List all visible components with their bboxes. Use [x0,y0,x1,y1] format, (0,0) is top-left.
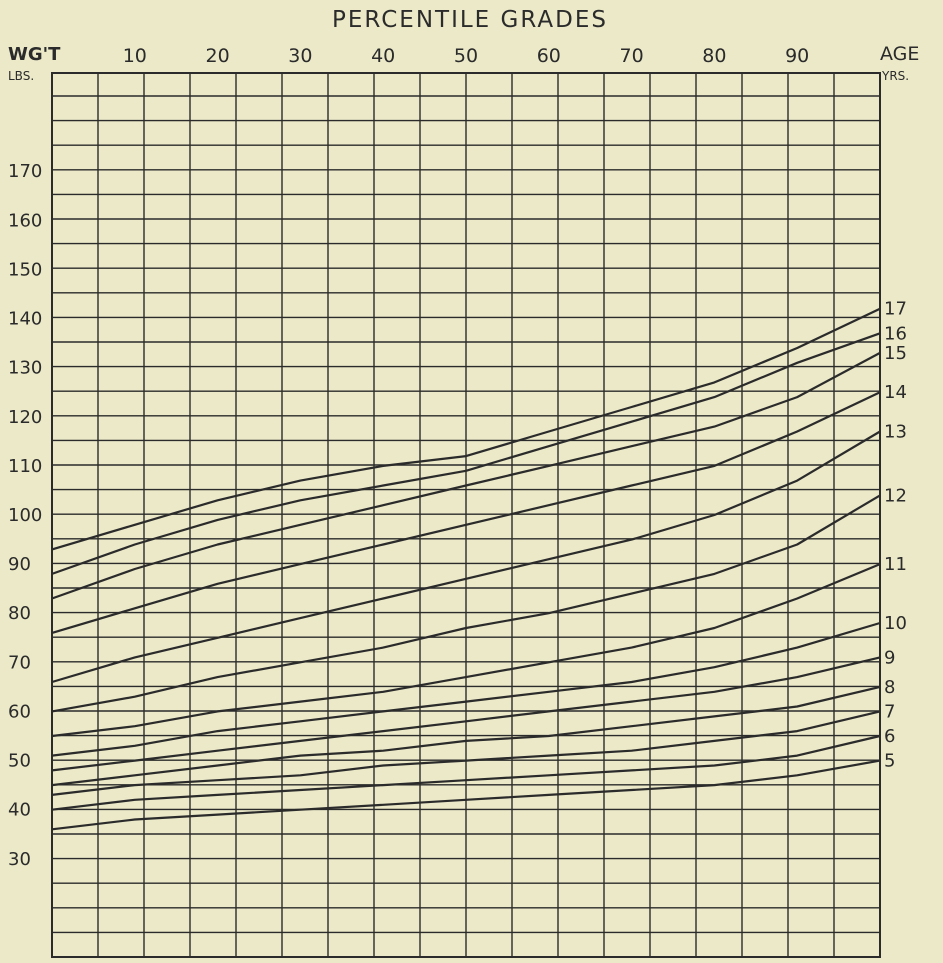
age-label: 16 [884,323,907,344]
x-tick-label: 40 [371,45,395,67]
y-tick-label: 50 [8,751,31,772]
age-label: 5 [884,751,895,772]
x-tick-labels: 10 20 30 40 50 60 70 80 90 [123,45,810,67]
x-tick-label: 50 [454,45,478,67]
series-line-age-14 [51,391,881,634]
series-lines [51,307,881,831]
y-tick-label: 150 [8,259,42,280]
y-tick-label: 100 [8,505,42,526]
age-label: 10 [884,613,907,634]
series-line-age-15 [51,351,881,600]
age-label: 15 [884,343,907,364]
y-axis-unit: LBS. [8,69,34,83]
series-line-age-7 [51,710,881,796]
age-label: 11 [884,554,907,575]
age-label: 12 [884,485,907,506]
y-tick-label: 130 [8,358,42,379]
x-tick-label: 30 [288,45,312,67]
series-line-age-17 [51,307,881,551]
age-label: 8 [884,677,895,698]
series-line-age-5 [51,759,881,831]
y-tick-label: 30 [8,849,31,870]
x-tick-label: 20 [206,45,230,67]
age-label: 13 [884,422,907,443]
y-tick-label: 140 [8,309,42,330]
series-line-age-13 [51,430,881,684]
age-axis-unit: YRS. [881,69,909,83]
age-label: 9 [884,647,895,668]
y-axis-title: WG'T [8,44,61,65]
chart-title: PERCENTILE GRADES [332,7,608,33]
x-tick-label: 10 [123,45,147,67]
y-tick-label: 40 [8,800,31,821]
series-line-age-11 [51,563,881,738]
series-line-age-12 [51,494,881,713]
x-tick-label: 90 [785,45,809,67]
x-tick-label: 60 [537,45,561,67]
y-tick-label: 80 [8,603,31,624]
series-line-age-6 [51,734,881,811]
y-tick-label: 90 [8,554,31,575]
series-line-age-8 [51,685,881,787]
age-label: 14 [884,382,907,403]
y-tick-label: 170 [8,161,42,182]
y-tick-label: 70 [8,652,31,673]
y-tick-labels: 30 40 50 60 70 80 90 100 110 120 130 140 150 160 170 [8,161,42,870]
y-tick-label: 110 [8,456,42,477]
series-line-age-9 [51,656,881,772]
age-label: 17 [884,299,907,320]
y-tick-label: 120 [8,407,42,428]
y-tick-label: 160 [8,210,42,231]
y-tick-label: 60 [8,701,31,722]
plot-frame [51,72,881,958]
x-tick-label: 80 [702,45,726,67]
series-line-age-16 [51,332,881,575]
age-axis-title: AGE [880,43,919,65]
age-label: 7 [884,701,895,722]
age-label: 6 [884,726,895,747]
series-line-age-10 [51,621,881,757]
x-tick-label: 70 [620,45,644,67]
